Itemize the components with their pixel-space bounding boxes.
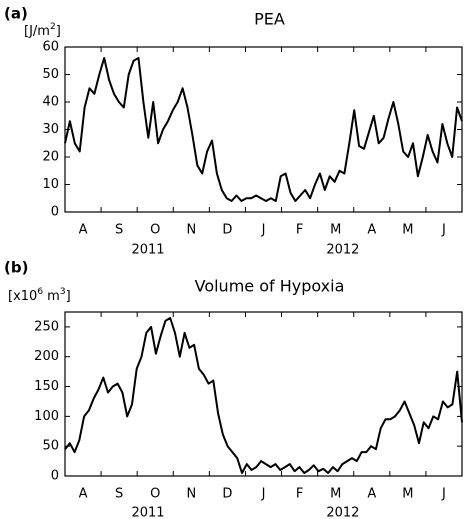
- y-tick-label: 100: [34, 409, 59, 424]
- data-line: [64, 317, 463, 474]
- y-tick-label: 0: [51, 205, 59, 220]
- y-unit-part: 6: [37, 287, 43, 297]
- x-tick-label: A: [79, 223, 88, 238]
- y-unit: [J/m2]: [24, 22, 61, 39]
- plot-frame: [64, 46, 463, 213]
- x-tick-label: M: [330, 487, 341, 502]
- y-tick-label: 150: [34, 379, 59, 394]
- x-tick-label: O: [150, 487, 160, 502]
- year-label: 2012: [326, 243, 359, 258]
- y-tick-label: 30: [42, 122, 59, 137]
- panel-label: (a): [4, 5, 28, 23]
- x-tick-label: S: [115, 223, 123, 238]
- y-unit-part: ]: [66, 289, 71, 304]
- y-tick-label: 60: [42, 40, 59, 55]
- y-unit-part: [x10: [8, 289, 37, 304]
- x-tick-label: N: [186, 223, 196, 238]
- y-tick-label: 20: [42, 150, 59, 165]
- x-tick-label: O: [150, 223, 160, 238]
- y-tick-label: 10: [42, 177, 59, 192]
- x-tick-label: D: [222, 223, 232, 238]
- data-line: [64, 57, 463, 202]
- x-tick-label: F: [296, 223, 303, 238]
- x-tick-label: A: [367, 487, 376, 502]
- y-tick-label: 200: [34, 349, 59, 364]
- panel-label: (b): [4, 259, 28, 277]
- y-unit-part: 3: [60, 287, 66, 297]
- x-tick-label: J: [441, 223, 446, 238]
- y-tick-label: 50: [42, 67, 59, 82]
- x-tick-label: M: [330, 223, 341, 238]
- x-tick-label: A: [79, 487, 88, 502]
- y-unit-part: 2: [50, 22, 56, 32]
- y-unit-part: m: [43, 289, 60, 304]
- y-tick-label: 40: [42, 95, 59, 110]
- y-tick-label: 50: [42, 439, 59, 454]
- year-label: 2011: [131, 243, 164, 258]
- y-unit-part: [J/m: [24, 24, 50, 39]
- year-label: 2012: [326, 506, 359, 519]
- x-tick-label: N: [186, 487, 196, 502]
- x-tick-label: S: [115, 487, 123, 502]
- chart-title: PEA: [254, 10, 285, 29]
- x-tick-label: J: [261, 487, 266, 502]
- chart-title: Volume of Hypoxia: [195, 277, 345, 296]
- x-tick-label: M: [402, 487, 413, 502]
- y-unit-part: ]: [56, 24, 61, 39]
- year-label: 2011: [131, 506, 164, 519]
- x-tick-label: F: [296, 487, 303, 502]
- plot-frame: [64, 311, 463, 477]
- y-tick-label: 0: [51, 469, 59, 484]
- y-tick-label: 250: [34, 319, 59, 334]
- x-tick-label: J: [261, 223, 266, 238]
- x-tick-label: A: [367, 223, 376, 238]
- x-tick-label: M: [402, 223, 413, 238]
- y-unit: [x106 m3]: [8, 287, 71, 304]
- x-tick-label: J: [441, 487, 446, 502]
- x-tick-label: D: [222, 487, 232, 502]
